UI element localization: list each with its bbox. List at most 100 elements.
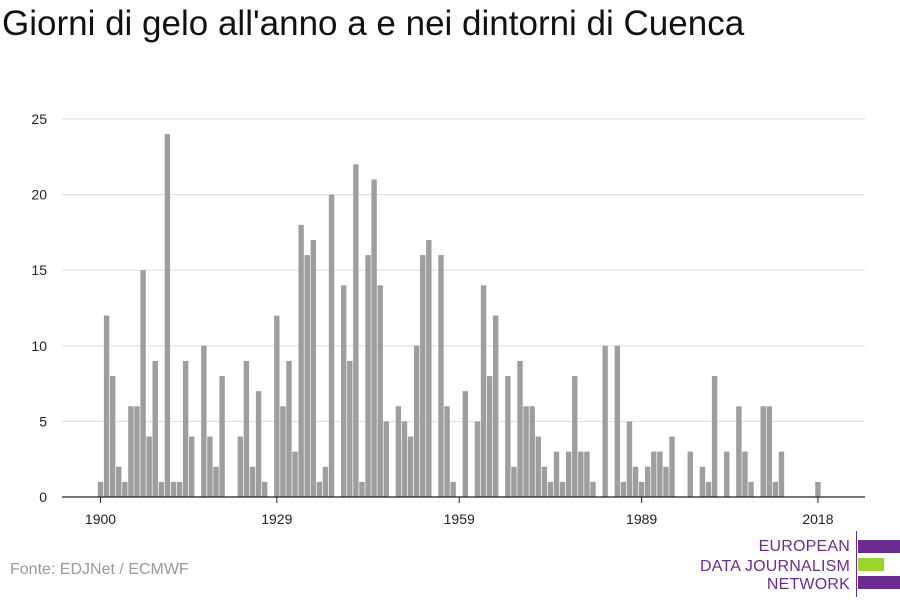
bar xyxy=(182,360,189,497)
bar xyxy=(316,481,323,497)
bar xyxy=(280,406,286,497)
bar xyxy=(778,451,785,497)
bar xyxy=(620,481,627,497)
logo-bar-purple-1 xyxy=(858,540,900,553)
logo-bar-purple-2 xyxy=(858,576,900,589)
bar xyxy=(626,421,633,497)
bar xyxy=(760,406,766,497)
bar xyxy=(748,481,754,497)
bar xyxy=(663,466,669,497)
bar xyxy=(438,255,444,497)
bar xyxy=(687,451,693,497)
bar xyxy=(322,466,329,497)
bar xyxy=(128,406,134,497)
edjnet-logo: EUROPEAN DATA JOURNALISM NETWORK xyxy=(700,528,900,600)
bar xyxy=(657,451,663,497)
bar xyxy=(602,345,608,497)
bar xyxy=(511,466,517,497)
bar xyxy=(122,481,128,497)
y-tick-label: 10 xyxy=(31,338,47,354)
bar xyxy=(669,436,675,497)
bar xyxy=(547,481,554,497)
bar xyxy=(541,466,548,497)
bars xyxy=(97,134,821,498)
bar xyxy=(523,406,529,497)
logo-line-2: DATA JOURNALISM xyxy=(700,558,850,575)
bar xyxy=(328,194,335,497)
bar xyxy=(772,481,779,497)
bar xyxy=(140,270,146,497)
bar xyxy=(304,255,310,497)
x-tick-labels: 1900 1929 1959 1989 2018 xyxy=(85,497,834,527)
bar xyxy=(170,481,177,497)
bar xyxy=(310,239,316,497)
bar xyxy=(407,436,414,497)
bar xyxy=(505,376,511,497)
bar xyxy=(632,466,639,497)
bar xyxy=(286,360,292,497)
bar xyxy=(395,406,402,497)
bar xyxy=(462,391,468,497)
bar xyxy=(651,451,657,497)
chart-title: Giorni di gelo all'anno a e nei dintorni… xyxy=(2,4,745,43)
bar xyxy=(243,360,250,497)
grid-lines xyxy=(62,118,865,422)
bar xyxy=(255,391,262,497)
bar xyxy=(146,436,152,497)
bar xyxy=(474,421,481,497)
logo-line-1: EUROPEAN xyxy=(758,538,850,555)
bar xyxy=(420,255,426,497)
bar xyxy=(572,376,578,497)
bar xyxy=(261,481,268,497)
bar xyxy=(371,179,377,498)
bar xyxy=(219,376,225,497)
bar xyxy=(213,466,219,497)
y-tick-label: 5 xyxy=(39,413,47,429)
bar xyxy=(249,466,256,497)
bar xyxy=(578,451,584,497)
bar xyxy=(341,285,347,497)
y-tick-label: 15 xyxy=(31,262,47,278)
bar xyxy=(742,451,748,497)
bar xyxy=(164,134,171,497)
x-tick-label: 1900 xyxy=(85,511,116,527)
bar xyxy=(559,481,566,497)
bar xyxy=(377,285,383,497)
x-tick-label: 2018 xyxy=(802,511,833,527)
bar xyxy=(176,481,183,497)
x-tick-label: 1929 xyxy=(261,511,292,527)
x-tick-label: 1959 xyxy=(444,511,475,527)
bar xyxy=(237,436,244,497)
bar xyxy=(736,406,742,497)
bar xyxy=(347,360,353,497)
y-tick-labels: 0 5 10 15 20 25 xyxy=(31,111,47,505)
bar xyxy=(158,481,164,497)
bar xyxy=(109,376,116,497)
bar xyxy=(766,406,772,497)
bar xyxy=(152,360,158,497)
bar xyxy=(699,466,706,497)
bar xyxy=(189,436,195,497)
bar xyxy=(724,451,730,497)
y-tick-label: 0 xyxy=(39,489,47,505)
bar xyxy=(565,451,572,497)
bar xyxy=(529,406,535,497)
bar xyxy=(535,436,541,497)
bar xyxy=(413,345,420,497)
bar xyxy=(401,421,408,497)
bar xyxy=(298,224,304,497)
bar xyxy=(426,239,432,497)
bar xyxy=(274,315,280,497)
bar xyxy=(711,376,718,497)
bar xyxy=(365,255,371,497)
bar xyxy=(480,285,487,497)
source-note: Fonte: EDJNet / ECMWF xyxy=(10,561,189,578)
bar xyxy=(486,376,493,497)
logo-bar-green xyxy=(858,558,884,571)
bar xyxy=(207,436,213,497)
logo-line-3: NETWORK xyxy=(766,576,850,593)
bar xyxy=(553,451,560,497)
bar xyxy=(97,481,104,497)
bar xyxy=(815,481,821,497)
